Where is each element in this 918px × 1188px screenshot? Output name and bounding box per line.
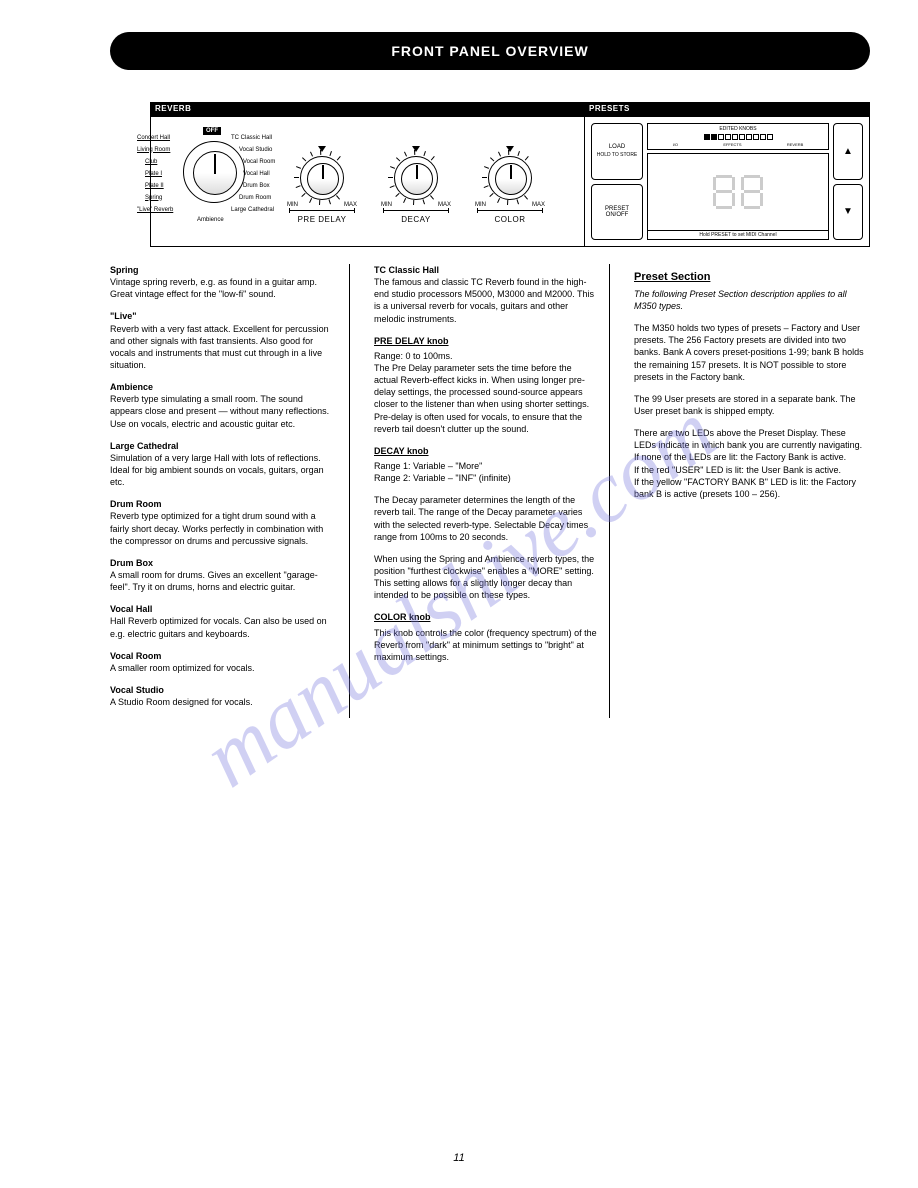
sel-l1: Living Room xyxy=(137,147,170,153)
c1-p2: Reverb with a very fast attack. Excellen… xyxy=(110,324,329,370)
column-1: Spring Vintage spring reverb, e.g. as fou… xyxy=(110,264,350,718)
column-3: Preset Section The following Preset Sect… xyxy=(630,264,870,718)
c1-h9: Vocal Studio xyxy=(110,685,164,695)
c3-p1: The following Preset Section description… xyxy=(634,289,847,311)
seven-segment-display xyxy=(647,153,829,231)
c2-sec3: DECAY knob xyxy=(374,445,597,457)
c2-p3d: When using the Spring and Ambience rever… xyxy=(374,553,597,602)
sel-l3: Plate I xyxy=(145,171,162,177)
c3-p4b: If none of the LEDs are lit: the Factory… xyxy=(634,452,846,462)
sel-r6: Large Cathedral xyxy=(231,207,274,213)
c3-p3: The 99 User presets are stored in a sepa… xyxy=(634,393,870,417)
c1-p9: A Studio Room designed for vocals. xyxy=(110,697,253,707)
predelay-knob: MINMAX PRE DELAY xyxy=(281,140,363,224)
page-header-bar: FRONT PANEL OVERVIEW xyxy=(110,32,870,70)
ek-l2: REVERB xyxy=(787,142,803,147)
sel-r1: Vocal Studio xyxy=(239,147,272,153)
ek-l0: I/O xyxy=(673,142,678,147)
c1-p4: Simulation of a very large Hall with lot… xyxy=(110,453,324,487)
c1-p6: A small room for drums. Gives an excelle… xyxy=(110,570,318,592)
sel-r2: Vocal Room xyxy=(243,159,275,165)
c2-p1: The famous and classic TC Reverb found i… xyxy=(374,277,594,323)
c3-p2: The M350 holds two types of presets – Fa… xyxy=(634,322,870,383)
sel-l4: Plate II xyxy=(145,183,164,189)
sel-r4: Drum Box xyxy=(243,183,270,189)
edited-knobs-panel: EDITED KNOBS I/O EFFECTS REVERB xyxy=(647,123,829,150)
sel-bottom: Ambience xyxy=(197,217,224,223)
c2-p2a: Range: 0 to 100ms. xyxy=(374,351,453,361)
c1-p5: Reverb type optimized for a tight drum s… xyxy=(110,511,323,545)
sel-l0: Concert Hall xyxy=(137,135,170,141)
c1-h4: Large Cathedral xyxy=(110,441,179,451)
sel-l5: Spring xyxy=(145,195,162,201)
reverb-title: REVERB xyxy=(151,103,584,117)
sel-l6: "Live" Reverb xyxy=(137,207,173,213)
sel-r5: Drum Room xyxy=(239,195,271,201)
down-button: ▼ xyxy=(833,184,863,241)
c1-h7: Vocal Hall xyxy=(110,604,152,614)
sel-r0: TC Classic Hall xyxy=(231,135,272,141)
sel-r3: Vocal Hall xyxy=(243,171,270,177)
c1-p8: A smaller room optimized for vocals. xyxy=(110,663,255,673)
presets-title: PRESETS xyxy=(585,103,869,117)
decay-knob: MINMAX DECAY xyxy=(375,140,457,224)
c2-sec4: COLOR knob xyxy=(374,611,597,623)
c3-head: Preset Section xyxy=(634,270,870,285)
load-label: LOAD xyxy=(609,144,625,150)
header-title: FRONT PANEL OVERVIEW xyxy=(391,43,588,59)
c2-p2b: The Pre Delay parameter sets the time be… xyxy=(374,363,589,434)
c1-p1: Vintage spring reverb, e.g. as found in … xyxy=(110,277,317,299)
page-number: 11 xyxy=(453,1152,464,1164)
c1-h8: Vocal Room xyxy=(110,651,161,661)
preset-onoff-button: PRESET ON/OFF xyxy=(591,184,643,241)
c3-p4c: If the red "USER" LED is lit: the User B… xyxy=(634,465,841,475)
c2-p3a: Range 1: Variable – "More" xyxy=(374,461,482,471)
preset-onoff-label: PRESET ON/OFF xyxy=(594,206,640,218)
off-label: OFF xyxy=(203,127,221,135)
color-knob: MINMAX COLOR xyxy=(469,140,551,224)
c1-h5: Drum Room xyxy=(110,499,162,509)
column-2: TC Classic Hall The famous and classic TC… xyxy=(370,264,610,718)
c2-p3c: The Decay parameter determines the lengt… xyxy=(374,494,597,543)
c3-p4a: There are two LEDs above the Preset Disp… xyxy=(634,428,862,450)
ek-l1: EFFECTS xyxy=(723,142,741,147)
reverb-selector-knob: OFF Concert Hall Living Room Club Plate … xyxy=(155,127,275,237)
up-button: ▲ xyxy=(833,123,863,180)
c1-p7: Hall Reverb optimized for vocals. Can al… xyxy=(110,616,327,638)
c1-h2: "Live" xyxy=(110,311,137,321)
c1-h3: Ambience xyxy=(110,382,153,392)
c1-p3: Reverb type simulating a small room. The… xyxy=(110,394,329,428)
c2-p3b: Range 2: Variable – "INF" (infinite) xyxy=(374,473,511,483)
midi-note: Hold PRESET to set MIDI Channel xyxy=(647,231,829,240)
c2-h1: TC Classic Hall xyxy=(374,265,439,275)
presets-section: PRESETS LOAD HOLD TO STORE PRESET ON/OFF… xyxy=(584,103,869,246)
c1-h6: Drum Box xyxy=(110,558,153,568)
body-content: Spring Vintage spring reverb, e.g. as fou… xyxy=(110,264,870,718)
c3-p4d: If the yellow "FACTORY BANK B" LED is li… xyxy=(634,477,856,499)
sel-l2: Club xyxy=(145,159,157,165)
edited-title: EDITED KNOBS xyxy=(650,126,826,132)
c2-p4: This knob controls the color (frequency … xyxy=(374,627,597,663)
load-button: LOAD HOLD TO STORE xyxy=(591,123,643,180)
load-sub: HOLD TO STORE xyxy=(597,152,638,158)
c2-sec2: PRE DELAY knob xyxy=(374,335,597,347)
panel-diagram: REVERB OFF Concert Hall Living Room Club… xyxy=(150,102,870,247)
c1-h1: Spring xyxy=(110,265,139,275)
reverb-section: REVERB OFF Concert Hall Living Room Club… xyxy=(151,103,584,246)
